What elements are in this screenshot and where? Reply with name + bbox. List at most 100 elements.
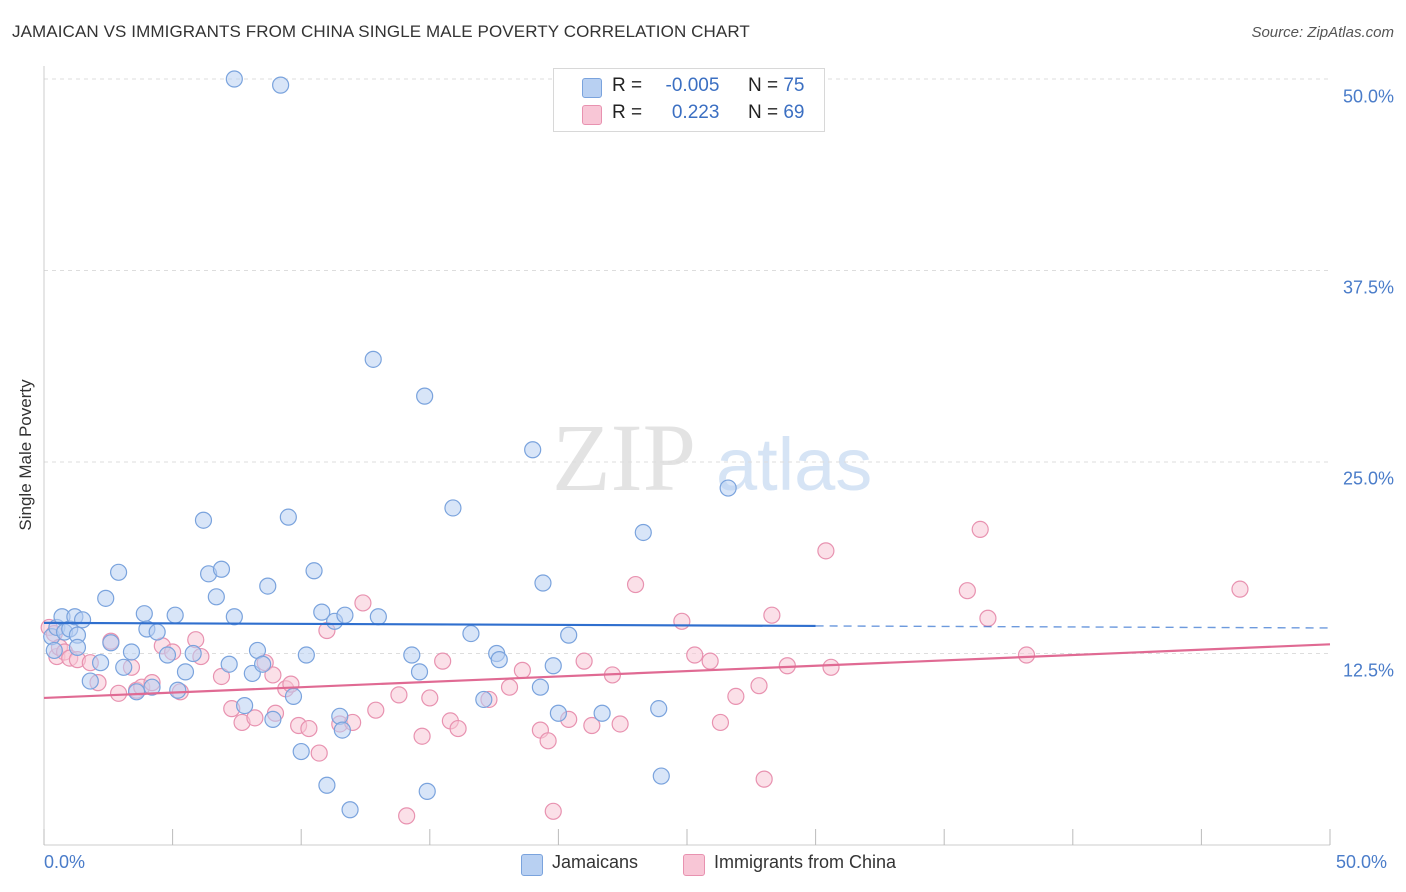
data-point [143,678,161,696]
data-point [398,807,416,825]
data-point [279,508,297,526]
source-label: Source: ZipAtlas.com [1251,24,1394,41]
data-point [593,704,611,722]
data-point [194,511,213,529]
data-point [1017,646,1036,664]
data-point [367,701,385,719]
data-point [418,782,436,800]
data-point [300,719,318,738]
data-point [403,646,421,664]
data-point [490,651,508,669]
data-point [166,606,184,624]
data-point [763,606,781,624]
data-point [583,716,601,735]
data-point [207,588,225,606]
data-point [560,626,578,644]
data-point [817,542,835,560]
data-point [333,721,351,739]
data-point [305,562,323,580]
n-label: N = [747,102,779,123]
y-tick-label: 37.5% [1342,277,1394,298]
data-point [549,704,568,722]
data-point [310,744,328,762]
data-point [336,606,354,624]
data-point [115,658,133,676]
legend-jamaicans[interactable]: Jamaicans [552,852,639,872]
data-point [68,638,87,656]
data-point [652,767,670,785]
data-point [236,696,254,715]
data-point [822,658,840,676]
data-point [102,634,120,652]
data-point [246,709,264,727]
y-tick-label: 50.0% [1342,86,1394,107]
n-value: 69 [783,102,805,123]
data-point [73,611,92,629]
data-point [524,441,542,459]
r-label: R = [612,75,643,96]
data-point [475,690,493,709]
data-point [958,582,976,600]
watermark-zip: ZIP [552,404,696,511]
n-value: 75 [783,75,805,96]
data-point [449,719,467,738]
y-axis-label: Single Male Poverty [16,379,35,531]
data-point [755,770,773,788]
data-point [297,646,315,664]
axes [43,66,1331,846]
data-point [544,657,562,675]
data-point [45,641,63,660]
data-point [292,742,310,761]
data-point [711,713,730,732]
data-point [225,70,243,88]
data-point [390,686,408,704]
r-label: R = [612,102,643,123]
data-point [109,563,128,581]
data-point [462,624,480,643]
data-point [416,387,434,405]
data-point [264,666,282,684]
data-point [148,623,166,641]
jamaican-points [43,70,737,819]
data-point [413,727,431,745]
china-legend-swatch [683,854,705,876]
data-point [719,479,737,497]
data-point [534,574,552,592]
data-point [81,672,99,690]
data-point [212,667,231,686]
data-point [225,608,243,626]
chart-title: JAMAICAN VS IMMIGRANTS FROM CHINA SINGLE… [12,22,750,41]
legend-china[interactable]: Immigrants from China [714,852,897,872]
data-point [91,654,110,672]
r-value: -0.005 [665,75,720,96]
jamaicans-legend-swatch [521,854,543,876]
data-point [971,520,989,539]
data-point [539,732,557,750]
x-tick-label: 50.0% [1336,852,1388,872]
data-point [611,715,629,733]
data-point [109,684,128,702]
data-point [184,644,202,663]
data-point [1231,580,1249,598]
data-point [169,681,187,699]
data-point [979,609,997,627]
data-point [318,776,336,794]
jamaicans-trend-line [43,621,816,628]
grid-lines [44,78,1330,654]
data-point [434,652,452,670]
data-point [701,652,719,670]
data-point [444,499,462,517]
data-point [421,689,439,707]
y-tick-label: 12.5% [1342,660,1394,681]
data-point [354,594,372,612]
data-point [575,652,593,670]
data-point [135,605,153,623]
china-trend-line [43,643,1331,700]
data-point [500,678,519,696]
data-point [634,523,652,542]
stats-legend: R = -0.005 N = 75 R = 0.223 N = 69 [553,68,825,132]
data-point [158,646,177,664]
r-value: 0.223 [671,102,720,123]
data-point [313,603,331,621]
y-tick-label: 25.0% [1342,468,1394,489]
